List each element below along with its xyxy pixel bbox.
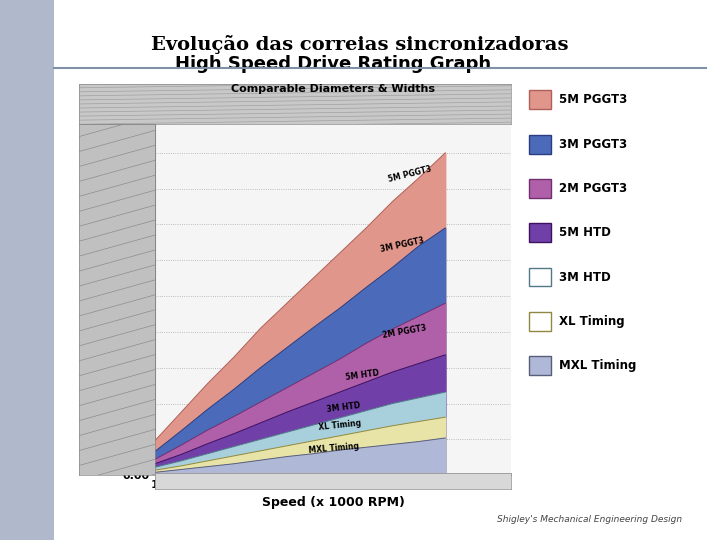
Text: Comparable Diameters & Widths: Comparable Diameters & Widths: [231, 84, 435, 94]
Text: MXL Timing: MXL Timing: [308, 441, 359, 455]
X-axis label: Speed (x 1000 RPM): Speed (x 1000 RPM): [261, 496, 405, 509]
Text: 5M HTD: 5M HTD: [345, 368, 379, 382]
Text: MXL Timing: MXL Timing: [559, 359, 636, 372]
Text: 3M PGGT3: 3M PGGT3: [379, 235, 425, 254]
Text: 3M PGGT3: 3M PGGT3: [559, 138, 628, 151]
Text: 5M HTD: 5M HTD: [559, 226, 611, 239]
Text: 5M PGGT3: 5M PGGT3: [387, 165, 432, 184]
Text: 3M HTD: 3M HTD: [326, 401, 361, 414]
Text: 3M HTD: 3M HTD: [559, 271, 611, 284]
Text: XL Timing: XL Timing: [559, 315, 625, 328]
Text: Shigley's Mechanical Engineering Design: Shigley's Mechanical Engineering Design: [497, 515, 682, 524]
Text: XL Timing: XL Timing: [318, 418, 362, 432]
Text: 2M PGGT3: 2M PGGT3: [559, 182, 628, 195]
Text: High Speed Drive Rating Graph: High Speed Drive Rating Graph: [175, 55, 491, 73]
Text: 2M PGGT3: 2M PGGT3: [382, 323, 427, 340]
Text: Evolução das correias sincronizadoras: Evolução das correias sincronizadoras: [151, 35, 569, 54]
Text: 5M PGGT3: 5M PGGT3: [559, 93, 628, 106]
Y-axis label: Rated Horsepower: Rated Horsepower: [104, 235, 117, 364]
